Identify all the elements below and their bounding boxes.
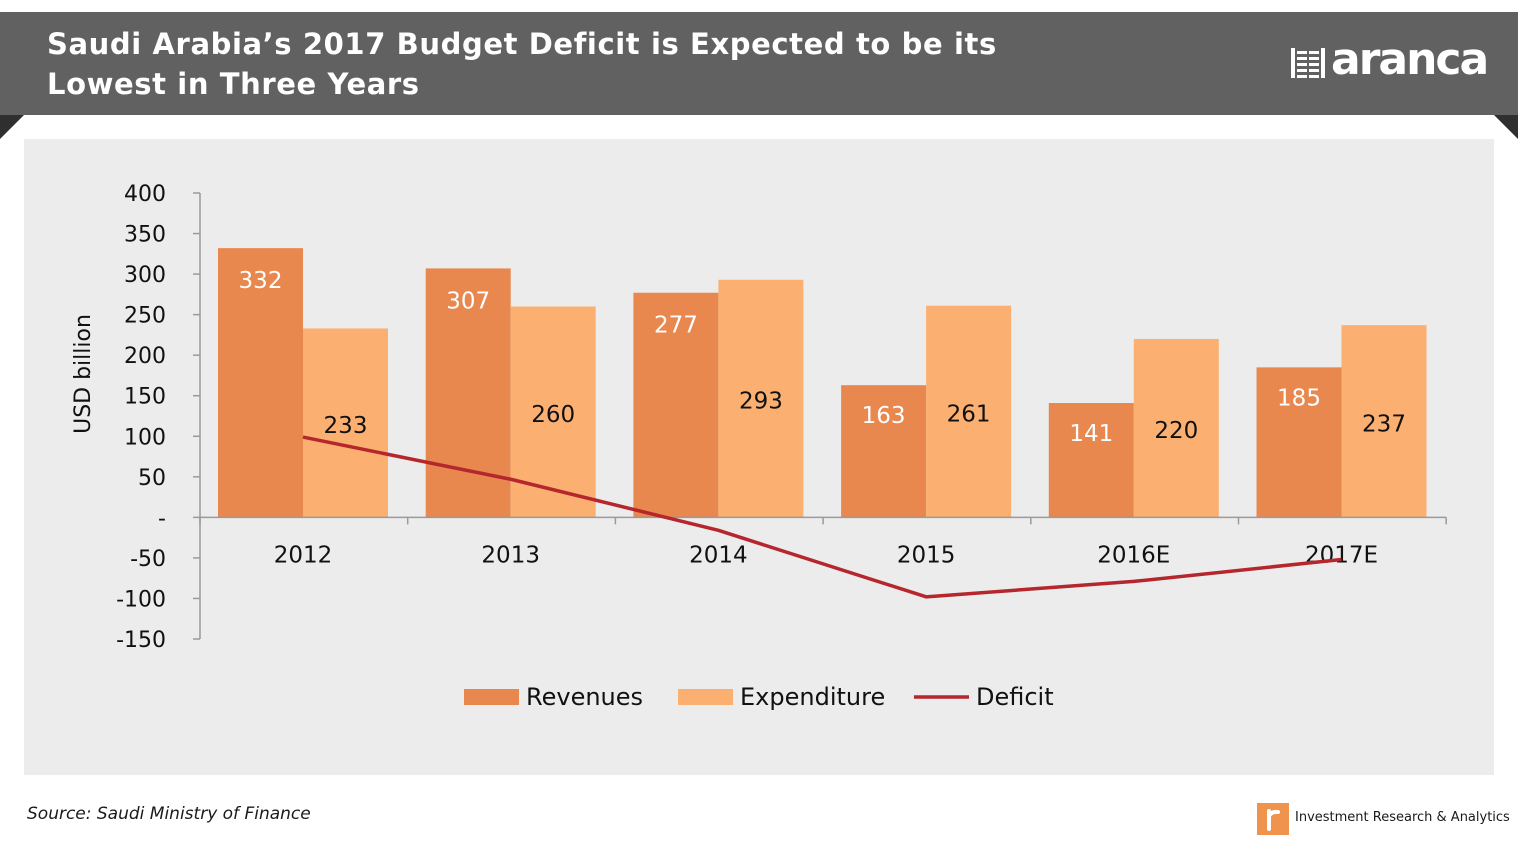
y-tick-label-6: 100 — [124, 425, 166, 450]
label-revenues-2012: 332 — [239, 268, 283, 294]
aranca-r-badge-icon — [1257, 803, 1289, 835]
y-tick-label-2: 300 — [124, 263, 166, 288]
label-revenues-2013: 307 — [446, 288, 490, 314]
bar-expenditure-2016E — [1133, 338, 1219, 518]
x-tick-label-2015: 2015 — [897, 542, 956, 568]
legend-swatch-revenues — [464, 689, 519, 705]
page-title: Saudi Arabia’s 2017 Budget Deficit is Ex… — [47, 24, 1197, 104]
y-tick-label-7: 50 — [138, 466, 166, 491]
header-fold-right — [1494, 115, 1518, 139]
label-expenditure-2017E: 237 — [1362, 411, 1406, 437]
y-axis-title: USD billion — [71, 314, 96, 434]
label-revenues-2016E: 141 — [1069, 421, 1113, 447]
header-fold-left — [0, 115, 24, 139]
y-tick-label-5: 150 — [124, 385, 166, 410]
x-tick-label-2013: 2013 — [481, 542, 540, 568]
footer-tagline: Investment Research & Analytics — [1295, 810, 1510, 825]
legend-label-deficit: Deficit — [976, 683, 1054, 711]
y-tick-label-3: 250 — [124, 304, 166, 329]
label-revenues-2015: 163 — [862, 403, 906, 429]
brand-wordmark: aranca — [1331, 34, 1489, 85]
legend-label-revenues: Revenues — [526, 683, 643, 711]
x-tick-label-2014: 2014 — [689, 542, 748, 568]
y-tick-label-4: 200 — [124, 344, 166, 369]
x-tick-label-2017E: 2017E — [1305, 542, 1378, 568]
bar-revenues-2014 — [633, 292, 719, 518]
label-revenues-2017E: 185 — [1277, 385, 1321, 411]
bar-expenditure-2012 — [303, 328, 388, 518]
bar-expenditure-2015 — [926, 305, 1012, 518]
header-bar — [0, 12, 1518, 115]
label-expenditure-2013: 260 — [531, 402, 575, 428]
y-tick-label-0: 400 — [124, 182, 166, 207]
bar-revenues-2016E — [1048, 403, 1134, 518]
legend-label-expenditure: Expenditure — [740, 683, 885, 711]
y-tick-label-10: -100 — [116, 587, 166, 612]
legend-swatch-expenditure — [678, 689, 733, 705]
title-line-1: Saudi Arabia’s 2017 Budget Deficit is Ex… — [47, 27, 997, 61]
x-tick-label-2012: 2012 — [274, 542, 333, 568]
label-expenditure-2014: 293 — [739, 389, 783, 415]
bar-revenues-2012 — [218, 248, 303, 518]
title-line-2: Lowest in Three Years — [47, 67, 420, 101]
bar-revenues-2017E — [1256, 367, 1342, 518]
label-expenditure-2012: 233 — [324, 413, 368, 439]
y-tick-label-11: -150 — [116, 628, 166, 653]
label-expenditure-2015: 261 — [947, 402, 991, 428]
aranca-grid-logo-icon — [1291, 48, 1325, 78]
line-deficit — [302, 435, 1342, 599]
label-revenues-2014: 277 — [654, 313, 698, 339]
bar-expenditure-2014 — [718, 279, 804, 518]
source-note: Source: Saudi Ministry of Finance — [27, 804, 311, 824]
brand-logo: aranca — [1291, 34, 1501, 88]
y-tick-label-1: 350 — [124, 223, 166, 248]
y-tick-label-8: - — [158, 506, 166, 531]
bar-revenues-2015 — [841, 385, 927, 518]
budget-chart: 400 350 300 250 200 150 100 50 - -50 -100 -150 2012 2… — [71, 182, 1447, 711]
x-tick-label-2016E: 2016E — [1097, 542, 1170, 568]
y-tick-label-9: -50 — [130, 547, 166, 572]
chart-panel: 400 350 300 250 200 150 100 50 - -50 -100 -150 2012 2… — [24, 139, 1494, 775]
label-expenditure-2016E: 220 — [1154, 418, 1198, 444]
bar-expenditure-2017E — [1341, 325, 1427, 518]
